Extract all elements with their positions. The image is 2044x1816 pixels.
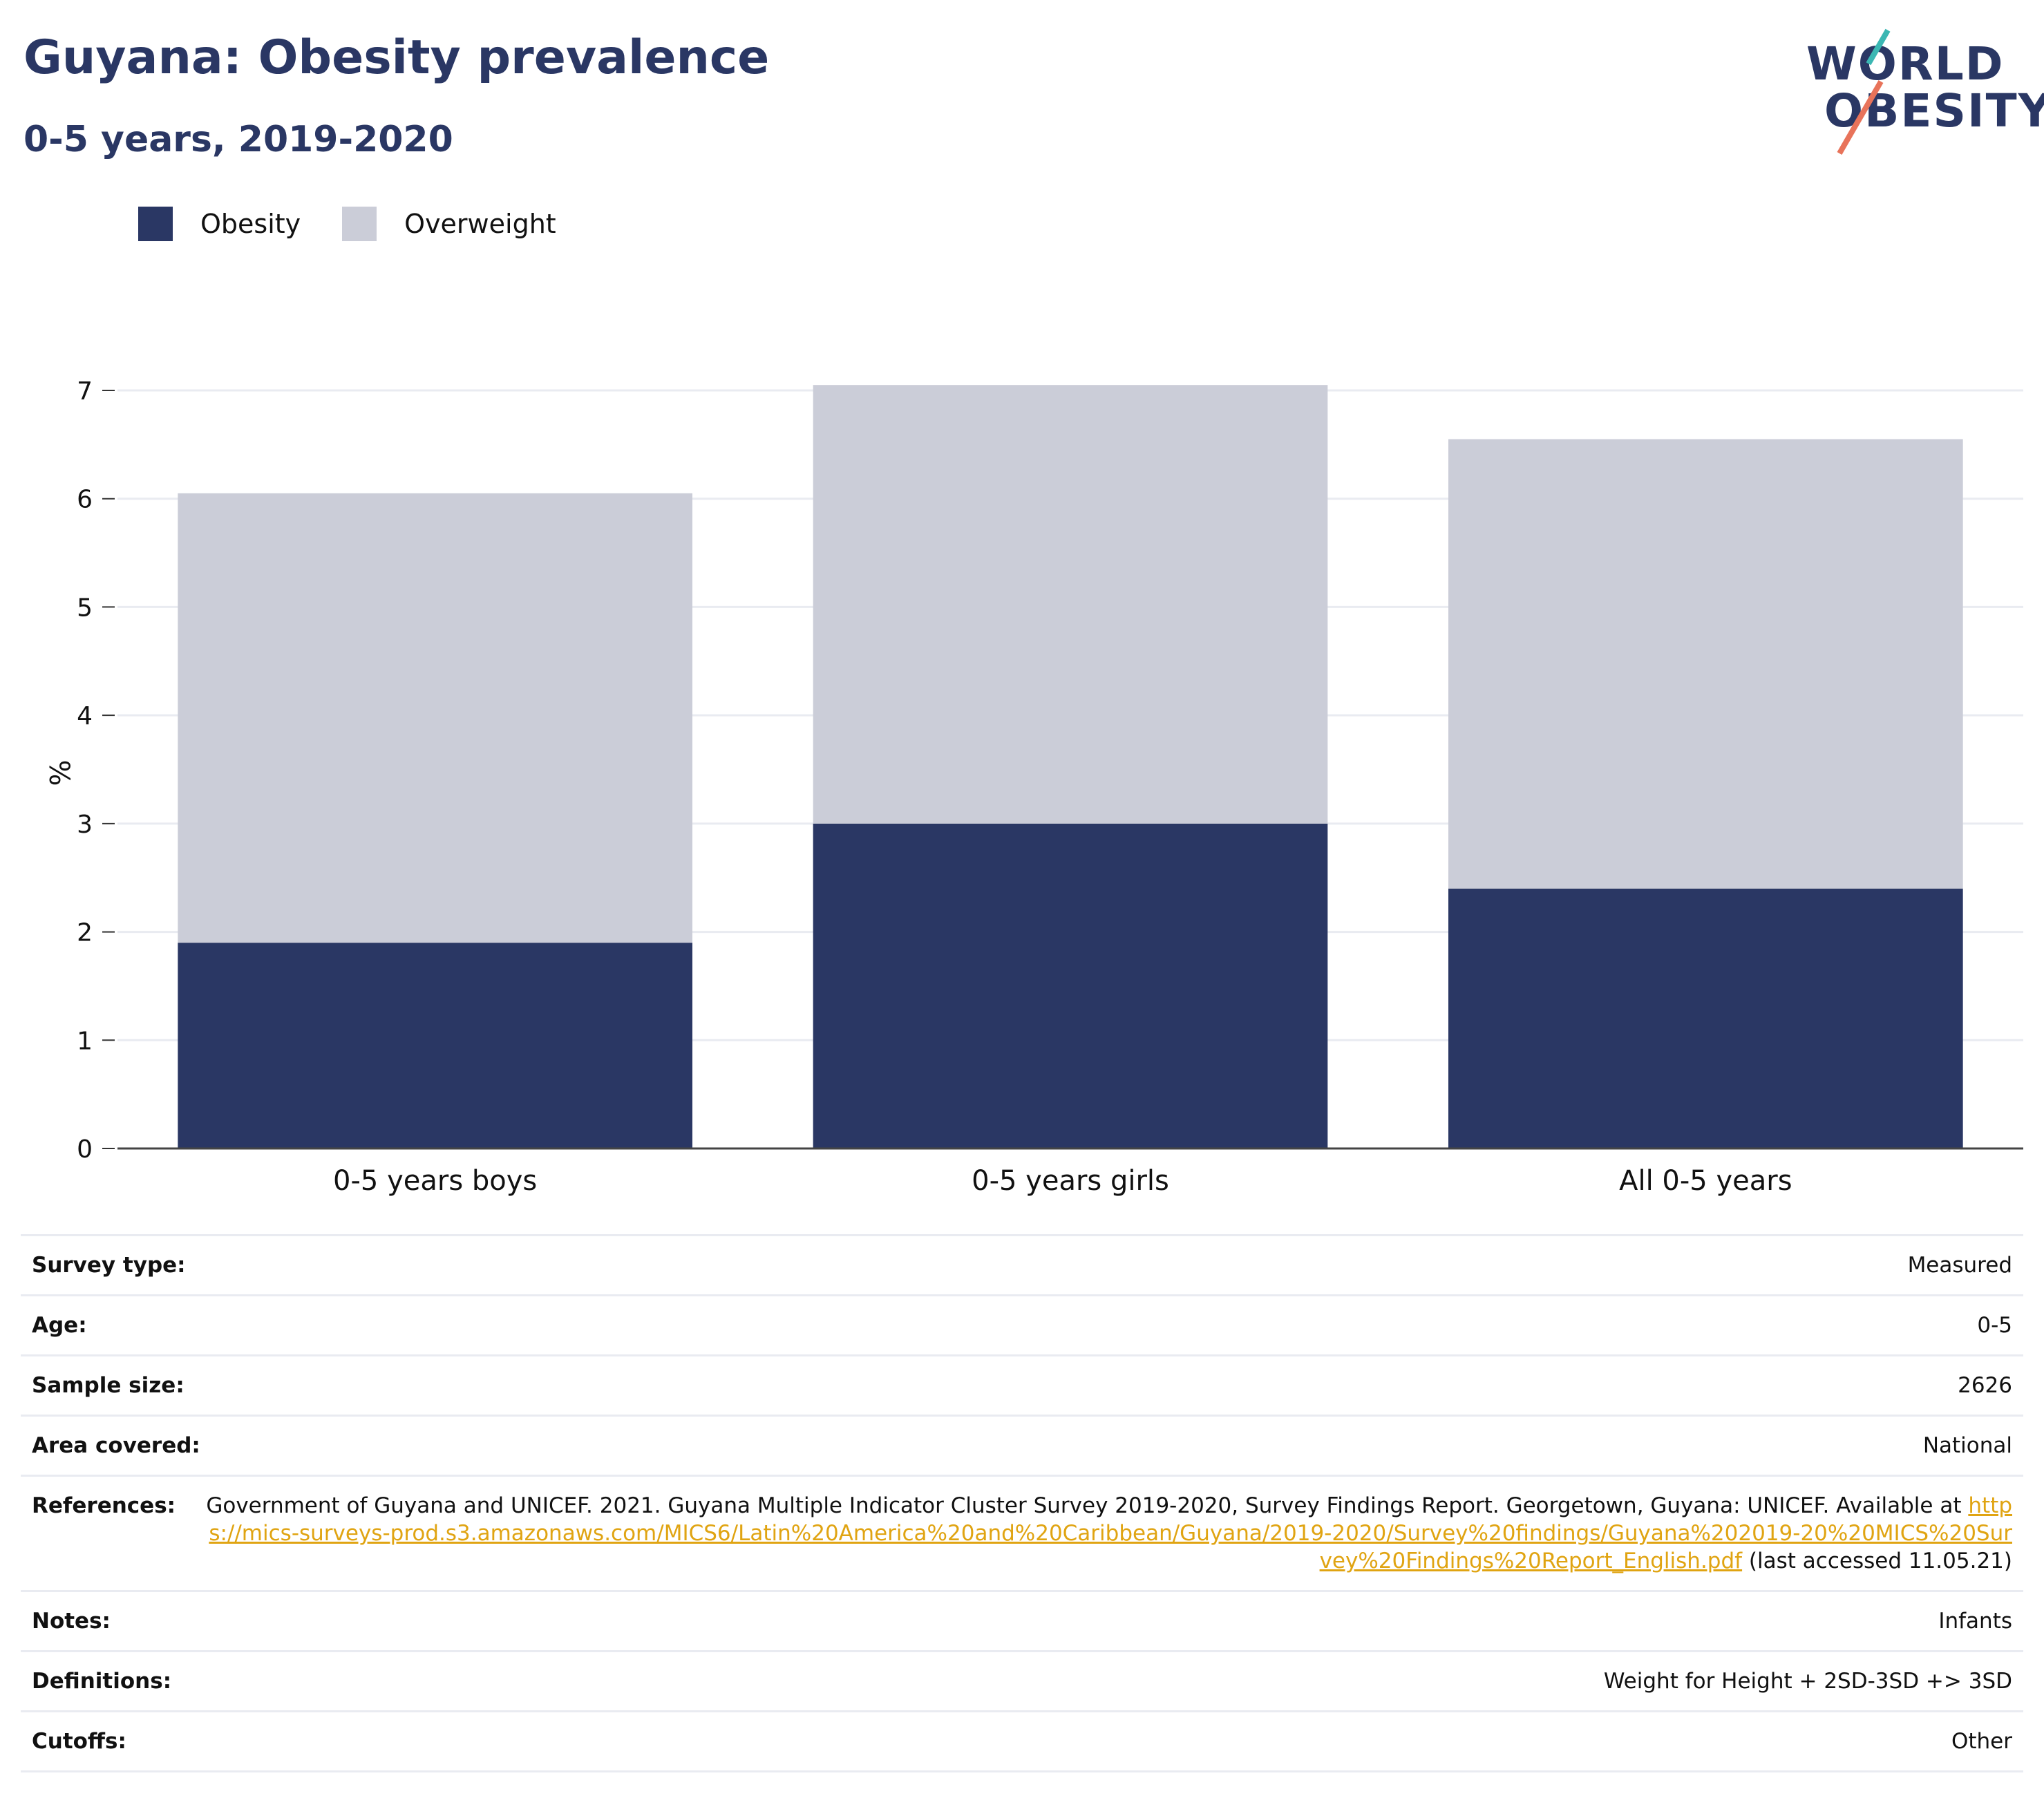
stacked-bar-chart: 0 1 2 3 4 5 6 7% 0-5 years boys 0-5 years girls Al… <box>43 377 2023 1197</box>
survey-info-table: Survey type: Measured Age: 0-5 Sample size: 2… <box>21 1234 2023 1772</box>
chart-subtitle: 0-5 years, 2019-2020 <box>23 119 453 160</box>
info-key-area-covered: Area covered: <box>32 1433 200 1458</box>
info-key-references: References: <box>32 1493 176 1518</box>
info-value-references: Government of Guyana and UNICEF. 2021. G… <box>203 1492 2012 1575</box>
y-tick-label-7: 7 <box>77 377 93 406</box>
chart-title: Guyana: Obesity prevalence <box>23 30 770 85</box>
info-row-age: Age: 0-5 <box>21 1296 2023 1356</box>
info-key-sample-size: Sample size: <box>32 1373 184 1398</box>
info-row-notes: Notes: Infants <box>21 1592 2023 1652</box>
y-tick-label-1: 1 <box>77 1027 93 1055</box>
legend-label-obesity: Obesity <box>200 209 301 239</box>
info-value-notes: Infants <box>1938 1609 2012 1634</box>
info-row-references: References: Government of Guyana and UNI… <box>21 1477 2023 1592</box>
y-tick-label-3: 3 <box>77 811 93 839</box>
info-value-definitions: Weight for Height + 2SD-3SD +> 3SD <box>1603 1669 2012 1694</box>
info-row-cutoffs: Cutoffs: Other <box>21 1712 2023 1772</box>
info-key-cutoffs: Cutoffs: <box>32 1729 126 1754</box>
bar-overweight-2[interactable] <box>1448 439 1963 889</box>
y-axis-title: % <box>43 759 75 786</box>
y-tick-label-0: 0 <box>77 1135 93 1164</box>
info-key-notes: Notes: <box>32 1609 111 1634</box>
legend-swatch-overweight <box>342 207 377 241</box>
y-tick-label-6: 6 <box>77 486 93 514</box>
x-category-label-1: 0-5 years girls <box>972 1165 1169 1197</box>
info-value-age: 0-5 <box>1977 1313 2012 1338</box>
references-accessed: (last accessed 11.05.21) <box>1742 1549 2012 1573</box>
info-value-survey-type: Measured <box>1907 1253 2012 1278</box>
info-row-area-covered: Area covered: National <box>21 1417 2023 1477</box>
legend-label-overweight: Overweight <box>404 209 556 239</box>
y-tick-label-5: 5 <box>77 594 93 622</box>
x-category-label-2: All 0-5 years <box>1619 1165 1792 1197</box>
world-obesity-logo: WORLD OBESITY <box>1797 21 2044 155</box>
info-value-cutoffs: Other <box>1951 1729 2012 1754</box>
info-value-area-covered: National <box>1922 1433 2012 1458</box>
bar-obesity-2[interactable] <box>1448 888 1963 1148</box>
bar-obesity-1[interactable] <box>813 823 1328 1148</box>
x-category-label-0: 0-5 years boys <box>333 1165 537 1197</box>
logo-line-1: WORLD <box>1806 37 2005 91</box>
chart-legend: Obesity Overweight <box>138 206 598 242</box>
y-tick-label-2: 2 <box>77 919 93 947</box>
info-key-survey-type: Survey type: <box>32 1253 186 1278</box>
references-link[interactable]: https://mics-surveys-prod.s3.amazonaws.c… <box>209 1493 2012 1573</box>
legend-swatch-obesity <box>138 207 173 241</box>
info-row-survey-type: Survey type: Measured <box>21 1236 2023 1296</box>
info-row-sample-size: Sample size: 2626 <box>21 1356 2023 1417</box>
bar-overweight-1[interactable] <box>813 385 1328 824</box>
info-key-definitions: Definitions: <box>32 1669 172 1694</box>
info-row-definitions: Definitions: Weight for Height + 2SD-3SD … <box>21 1652 2023 1712</box>
info-key-age: Age: <box>32 1313 87 1338</box>
legend-item-obesity[interactable]: Obesity <box>138 207 301 241</box>
y-tick-label-4: 4 <box>77 702 93 730</box>
legend-item-overweight[interactable]: Overweight <box>342 207 556 241</box>
bar-overweight-0[interactable] <box>178 493 692 943</box>
info-value-sample-size: 2626 <box>1958 1373 2012 1398</box>
references-text: Government of Guyana and UNICEF. 2021. G… <box>206 1493 1969 1518</box>
bar-obesity-0[interactable] <box>178 943 692 1148</box>
